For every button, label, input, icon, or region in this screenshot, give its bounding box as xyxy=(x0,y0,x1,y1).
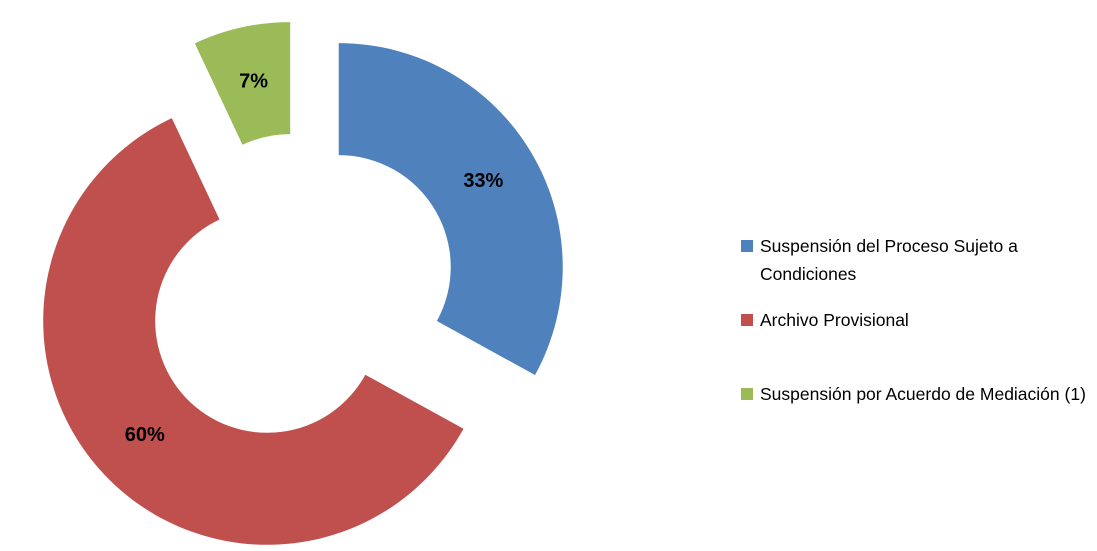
legend-swatch xyxy=(741,240,753,252)
legend-swatch xyxy=(741,388,753,400)
donut-slice xyxy=(43,118,464,545)
legend-swatch xyxy=(741,314,753,326)
legend-item: Archivo Provisional xyxy=(741,306,1091,334)
legend-label: Archivo Provisional xyxy=(760,310,909,330)
legend-item: Suspensión por Acuerdo de Mediación (1) xyxy=(741,380,1091,408)
data-label: 7% xyxy=(239,70,268,92)
legend-label: Suspensión del Proceso Sujeto a Condicio… xyxy=(760,236,1018,284)
data-label: 60% xyxy=(125,424,165,446)
donut-slice xyxy=(338,43,563,376)
donut-slice xyxy=(194,22,291,145)
legend-item: Suspensión del Proceso Sujeto a Condicio… xyxy=(741,232,1091,288)
legend-label: Suspensión por Acuerdo de Mediación (1) xyxy=(760,384,1086,404)
data-label: 33% xyxy=(463,170,503,192)
